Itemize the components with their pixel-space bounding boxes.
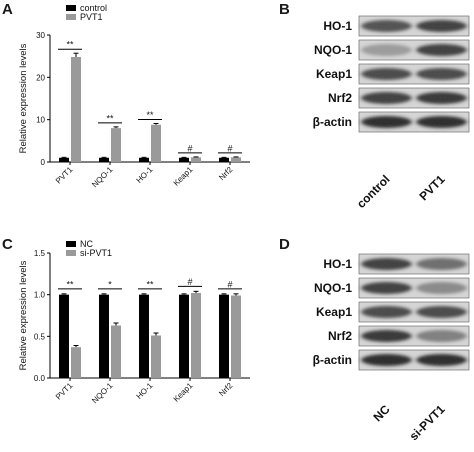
y-tick-label: 30 [36,31,45,40]
significance-marker: ** [146,279,154,289]
y-tick-label: 0 [41,158,46,167]
y-tick-label: 10 [36,116,45,125]
legend-swatch-nc [66,241,76,247]
blot-row-label: HO-1 [323,257,352,271]
blot-row-label: NQO-1 [314,281,352,295]
blot-texture [359,88,469,108]
western-blot-b: HO-1 NQO-1 Keap1 Nrf2 β-actin control PVT1 [313,15,470,211]
bar-pvt1-nqo-1 [111,128,121,162]
blot-lane-label: si-PVT1 [407,402,448,443]
blot-texture [359,350,469,370]
blot-row-label: NQO-1 [314,43,352,57]
legend-label: si-PVT1 [80,248,112,258]
y-tick-label: 1.0 [34,291,46,300]
chart-a: 0 10 20 30 Relative expression levels ** PVT1 *… [18,3,250,189]
significance-marker: # [187,277,192,287]
significance-marker: ** [66,279,74,289]
legend-label: NC [80,239,93,249]
significance-marker: ** [106,113,114,123]
bar-si-pvt1-pvt1 [71,347,81,378]
bar-pvt1-pvt1 [71,57,81,162]
bar-nc-keap1 [179,294,189,378]
bar-control-pvt1 [59,157,69,162]
blot-lane-label: PVT1 [416,172,447,203]
bar-si-pvt1-nqo-1 [111,325,121,378]
panel-letter-a: A [2,1,13,18]
western-blot-d: HO-1 NQO-1 Keap1 Nrf2 β-actin NC si-PVT1 [313,253,470,443]
legend-label: control [80,3,107,13]
x-tick-label: NQO-1 [90,381,115,406]
bar-control-keap1 [179,157,189,162]
bar-nc-nrf2 [219,294,229,378]
blot-row-label: β-actin [313,115,352,129]
x-tick-label: HO-1 [135,381,155,401]
x-tick-label: Keap1 [172,381,195,404]
x-tick-label: Nrf2 [217,381,234,398]
x-tick-label: Nrf2 [217,165,234,182]
x-tick-label: Keap1 [172,165,195,188]
blot-texture [359,278,469,298]
legend-label: PVT1 [80,12,103,22]
significance-marker: ** [66,40,74,50]
x-tick-label: NQO-1 [90,165,115,190]
blot-texture [359,64,469,84]
legend-swatch-pvt1 [66,14,76,20]
panel-letter-c: C [2,236,13,253]
blot-row-label: β-actin [313,353,352,367]
bar-control-nqo-1 [99,157,109,162]
blot-texture [359,16,469,36]
significance-marker: # [227,143,232,153]
y-axis-label: Relative expression levels [18,260,29,370]
significance-marker: # [227,279,232,289]
blot-lane-label: control [354,172,393,211]
bar-pvt1-ho-1 [151,124,161,162]
significance-marker: * [108,279,112,289]
panel-letter-b: B [279,1,290,18]
blot-row-label: HO-1 [323,19,352,33]
bar-nc-nqo-1 [99,294,109,378]
blot-lane-label: NC [370,402,392,424]
x-tick-label: PVT1 [54,381,75,402]
legend-swatch-control [66,5,76,11]
blot-row-label: Nrf2 [328,329,352,343]
blot-texture [359,326,469,346]
bar-si-pvt1-nrf2 [231,295,241,378]
bar-si-pvt1-keap1 [191,293,201,378]
y-tick-label: 0.5 [34,332,46,341]
blot-row-label: Nrf2 [328,91,352,105]
panel-letter-d: D [279,236,290,253]
blot-texture [359,112,469,132]
significance-marker: ** [146,110,154,120]
bar-nc-pvt1 [59,294,69,378]
blot-row-label: Keap1 [316,305,352,319]
blot-texture [359,254,469,274]
bar-control-nrf2 [219,157,229,162]
significance-marker: # [187,143,192,153]
x-tick-label: HO-1 [135,165,155,185]
bar-nc-ho-1 [139,294,149,378]
y-axis-label: Relative expression levels [18,43,29,153]
y-tick-label: 20 [36,73,45,82]
bar-pvt1-keap1 [191,157,201,162]
legend-swatch-si-pvt1 [66,250,76,256]
blot-row-label: Keap1 [316,67,352,81]
bar-pvt1-nrf2 [231,157,241,162]
y-tick-label: 0.0 [34,374,46,383]
blot-texture [359,40,469,60]
bar-si-pvt1-ho-1 [151,335,161,378]
blot-texture [359,302,469,322]
bar-control-ho-1 [139,157,149,162]
y-tick-label: 1.5 [34,249,46,258]
x-tick-label: PVT1 [54,165,75,186]
